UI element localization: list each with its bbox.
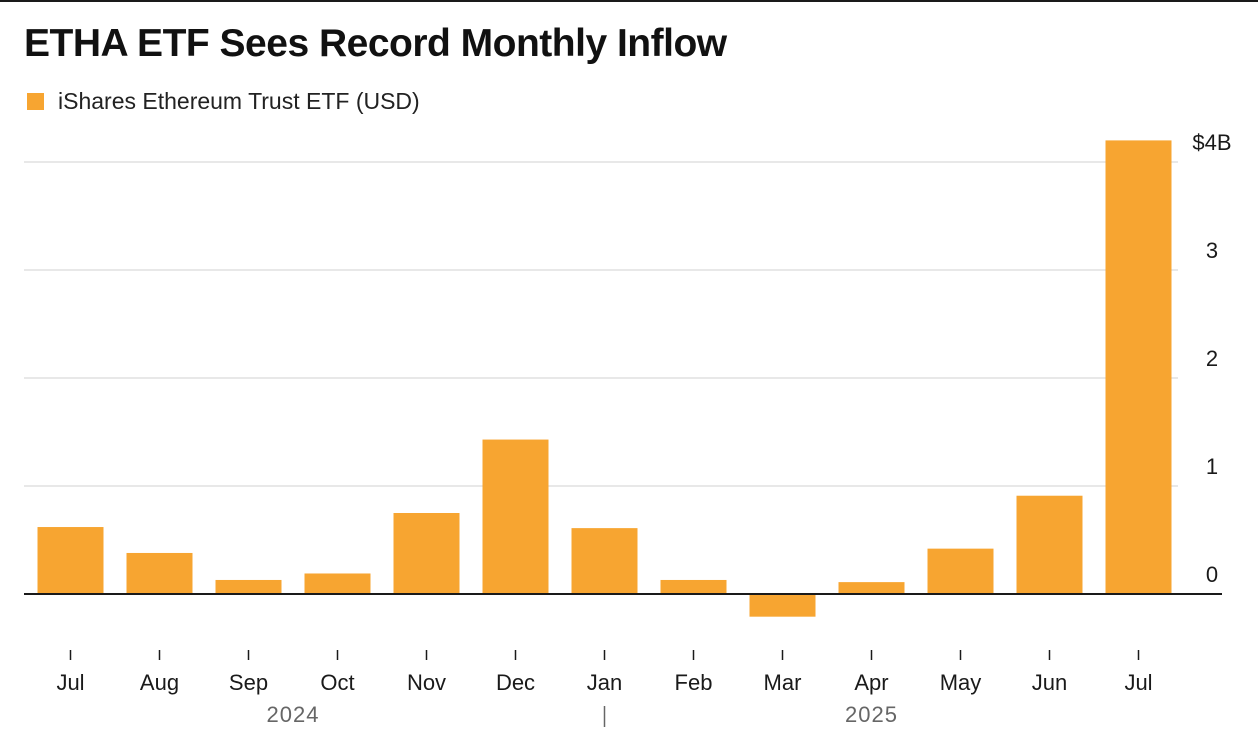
x-tick-label: Jul — [1124, 670, 1152, 695]
x-tick-label: Aug — [140, 670, 179, 695]
x-tick-label: Apr — [854, 670, 888, 695]
year-label: 2024 — [267, 702, 320, 727]
y-tick-label: $4B — [1192, 130, 1231, 155]
legend-swatch — [27, 93, 44, 110]
bar — [1105, 140, 1172, 594]
y-tick-label: 1 — [1206, 454, 1218, 479]
x-tick-label: Nov — [407, 670, 446, 695]
x-tick-label: May — [940, 670, 982, 695]
y-tick-label: 0 — [1206, 562, 1218, 587]
bar — [126, 552, 193, 594]
x-tick-label: Jul — [56, 670, 84, 695]
x-tick-label: Jun — [1032, 670, 1067, 695]
bar — [660, 579, 727, 594]
bar — [571, 528, 638, 594]
x-tick-label: Dec — [496, 670, 535, 695]
top-rule — [0, 0, 1258, 2]
bar — [927, 548, 994, 594]
chart-title: ETHA ETF Sees Record Monthly Inflow — [24, 22, 727, 65]
x-tick-label: Jan — [587, 670, 622, 695]
legend-label: iShares Ethereum Trust ETF (USD) — [58, 88, 420, 114]
bar — [482, 439, 549, 594]
bar — [1016, 495, 1083, 594]
bar — [393, 513, 460, 594]
x-tick-label: Oct — [320, 670, 354, 695]
bar — [749, 594, 816, 617]
bar — [304, 573, 371, 594]
x-tick-label: Mar — [764, 670, 802, 695]
legend: iShares Ethereum Trust ETF (USD) — [27, 88, 420, 115]
bar — [215, 579, 282, 594]
year-label: 2025 — [845, 702, 898, 727]
bar — [838, 582, 905, 594]
y-tick-label: 2 — [1206, 346, 1218, 371]
y-tick-label: 3 — [1206, 238, 1218, 263]
bar — [37, 527, 104, 594]
x-tick-label: Feb — [675, 670, 713, 695]
x-tick-label: Sep — [229, 670, 268, 695]
